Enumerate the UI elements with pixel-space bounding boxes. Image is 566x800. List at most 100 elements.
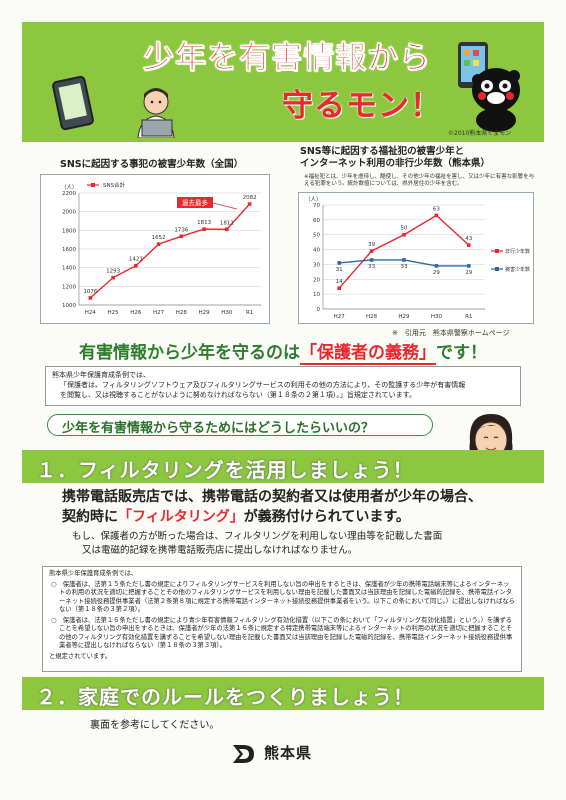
y-tick-label: 1000 xyxy=(62,303,76,309)
sub-text-line2: 又は電磁的記録を携帯電話販売店に提出しなければなりません。 xyxy=(82,545,358,556)
chart2-frame: （人） 0 10 20 30 40 50 60 70 H27 H28 H29 H30 R1 14 39 50 63… xyxy=(298,192,534,324)
person-with-laptop-icon xyxy=(137,88,175,138)
annotation-label: 過去最多 xyxy=(182,198,209,207)
x-tick-label: H26 xyxy=(130,310,142,316)
prefecture-name: 熊本県 xyxy=(264,744,313,762)
legend-marker xyxy=(495,267,499,271)
source-text: ※ 引用元 熊本県警察ホームページ xyxy=(392,329,510,337)
header-banner: 少年を有害情報から 守るモン！ xyxy=(22,22,544,142)
duty-banner: 有害情報から少年を守るのは「保護者の義務」です！ xyxy=(40,338,526,365)
section2-heading: ２．家庭でのルールをつくりましょう！ xyxy=(22,677,544,710)
data-label: 33 xyxy=(368,264,375,270)
law2-bullet-1: ○ 保護者は、法第１５条ただし書の規定によりフィルタリングサービスを利用しない旨… xyxy=(51,580,515,614)
chart2-title: SNS等に起因する福祉犯の被害少年と インターネット利用の非行少年数（熊本県） xyxy=(300,146,491,169)
data-label: 1652 xyxy=(152,235,166,241)
law-box-1: 熊本県少年保護育成条例では、 「保護者は、フィルタリングソフトウェア及びフィルタ… xyxy=(45,366,521,406)
y-tick-label: 70 xyxy=(313,203,320,209)
data-label: 1293 xyxy=(106,269,120,275)
question-bubble: 少年を有害情報から守るためにはどうしたらいいの？ xyxy=(47,414,433,436)
series-line-0 xyxy=(89,203,251,299)
data-point xyxy=(202,227,206,231)
data-label: 2082 xyxy=(243,195,257,201)
x-tick-label: H29 xyxy=(199,310,211,316)
law1-line1: 熊本県少年保護育成条例では、 xyxy=(52,371,150,379)
data-point xyxy=(247,202,252,206)
law1-line2: 「保護者は、フィルタリングソフトウェア及びフィルタリングサービスの利用その他の方… xyxy=(60,381,466,389)
y-tick-label: 1600 xyxy=(62,247,76,253)
title-line-1: 少年を有害情報から xyxy=(143,40,431,77)
legend-label: SNS合計 xyxy=(103,181,126,189)
y-unit-label: （人） xyxy=(305,196,322,203)
data-point xyxy=(111,275,115,280)
sub-text: もし、保護者の方が断った場合は、フィルタリングを利用しない理由等を記載した書面 … xyxy=(72,530,532,558)
law1-line3: を閲覧し、又は視聴することがないように努めなければならない（第１８条の２第１項）… xyxy=(60,391,416,399)
banner-highlight: 「保護者の義務」 xyxy=(300,343,436,365)
x-tick-label: R1 xyxy=(465,314,472,320)
law2-bullet-2: ○ 保護者は、法第１６条ただし書の規定により青少年有害情報フィルタリング有効化措… xyxy=(51,616,513,650)
legend-marker xyxy=(91,183,95,187)
data-label: 1813 xyxy=(197,220,211,226)
chart1-title: SNSに起因する事犯の被害少年数（全国） xyxy=(60,159,244,170)
y-tick-label: 1800 xyxy=(62,228,76,234)
banner-post: です！ xyxy=(436,343,487,363)
y-tick-label: 0 xyxy=(317,307,321,313)
annotation-arrow xyxy=(212,202,238,210)
sub-text-line1: もし、保護者の方が断った場合は、フィルタリングを利用しない理由等を記載した書面 xyxy=(72,531,443,542)
main-text-line1: 携帯電話販売店では、携帯電話の契約者又は使用者が少年の場合、 xyxy=(62,489,482,505)
x-tick-label: H30 xyxy=(431,314,443,320)
data-point xyxy=(402,258,406,262)
data-point xyxy=(369,258,374,262)
law2-end: と規定されています。 xyxy=(49,652,112,660)
reference-note: 裏面を参考にしてください。 xyxy=(90,720,220,731)
annotation-box xyxy=(177,197,213,208)
section1-heading: １．フィルタリングを活用しましょう！ xyxy=(22,450,544,483)
copyright-text: ©2010熊本県くまモン xyxy=(448,130,512,137)
data-point xyxy=(434,264,439,268)
y-tick-label: 1400 xyxy=(62,266,76,272)
data-point xyxy=(402,232,406,237)
data-label: 1421 xyxy=(129,257,143,263)
legend-label: 非行少年数 xyxy=(505,248,530,255)
data-point xyxy=(225,227,229,232)
filtering-highlight: 「フィルタリング」 xyxy=(118,509,244,525)
data-label: 43 xyxy=(465,236,472,242)
x-tick-label: H27 xyxy=(334,314,346,320)
data-label: 14 xyxy=(336,279,343,285)
data-label: 50 xyxy=(401,226,408,232)
y-tick-label: 60 xyxy=(313,218,320,224)
x-tick-label: H25 xyxy=(108,310,120,316)
main-text-line2: 契約時に「フィルタリング」が義務付けられています。 xyxy=(62,509,410,525)
law2-title: 熊本県少年保護育成条例では、 xyxy=(49,570,138,577)
data-point xyxy=(337,286,341,290)
x-tick-label: H30 xyxy=(221,310,233,316)
y-tick-label: 1200 xyxy=(62,284,76,290)
banner-pre: 有害情報から少年を守るのは xyxy=(79,343,300,363)
data-point xyxy=(337,261,341,265)
data-point xyxy=(434,213,439,218)
data-label: 29 xyxy=(433,270,440,276)
chart2-note: ※福祉犯とは、少年を虐待し、酷使し、その他少年の福祉を害し、又は少年に有害な影響… xyxy=(304,174,535,187)
x-tick-label: H29 xyxy=(398,314,410,320)
data-point xyxy=(179,234,184,239)
y-unit-label: （人） xyxy=(61,184,78,191)
data-label: 33 xyxy=(401,264,408,270)
y-tick-label: 40 xyxy=(313,248,320,254)
main-text: 携帯電話販売店では、携帯電話の契約者又は使用者が少年の場合、 契約時に「フィルタ… xyxy=(62,487,532,527)
x-tick-label: R1 xyxy=(246,310,253,316)
legend-label: 被害少年数 xyxy=(505,266,530,273)
chart2-svg: （人） 0 10 20 30 40 50 60 70 H27 H28 H29 H30 R1 14 39 50 63… xyxy=(305,196,530,320)
data-label: 29 xyxy=(465,270,472,276)
charts-area: SNSに起因する事犯の被害少年数（全国） （人） 1000 1200 1400 1600… xyxy=(22,142,544,338)
y-tick-label: 20 xyxy=(313,277,320,283)
kumamoto-prefecture-mark-icon xyxy=(233,745,254,763)
y-tick-label: 30 xyxy=(313,262,320,268)
y-tick-label: 50 xyxy=(313,233,320,239)
data-point xyxy=(134,263,138,268)
chart1-frame: （人） 1000 1200 1400 1600 1800 2000 2200 H24 H25 H26… xyxy=(40,174,270,324)
data-label: 63 xyxy=(433,206,440,212)
y-tick-label: 2200 xyxy=(62,191,76,197)
data-point xyxy=(156,242,161,246)
x-tick-label: H28 xyxy=(366,314,378,320)
data-label: 1076 xyxy=(83,289,97,295)
